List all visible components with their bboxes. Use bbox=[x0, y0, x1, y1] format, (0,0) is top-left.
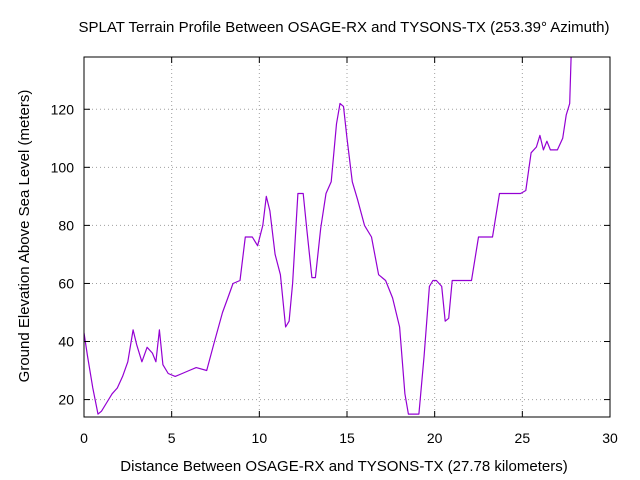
x-tick-label: 0 bbox=[80, 430, 88, 446]
x-axis-title: Distance Between OSAGE-RX and TYSONS-TX … bbox=[120, 458, 567, 475]
series-group bbox=[84, 57, 572, 415]
x-tick-label: 25 bbox=[515, 430, 531, 446]
terrain-profile-line bbox=[84, 57, 572, 415]
x-tick-label: 30 bbox=[602, 430, 618, 446]
y-tick-label: 100 bbox=[51, 159, 75, 175]
grid-lines bbox=[84, 57, 610, 417]
y-tick-label: 60 bbox=[58, 275, 74, 291]
y-tick-label: 20 bbox=[58, 392, 74, 408]
x-tick-label: 15 bbox=[339, 430, 355, 446]
y-tick-label: 120 bbox=[51, 101, 75, 117]
ticks-group bbox=[83, 57, 611, 417]
y-tick-label: 80 bbox=[58, 217, 74, 233]
y-tick-label: 40 bbox=[58, 334, 74, 350]
y-axis-title: Ground Elevation Above Sea Level (meters… bbox=[16, 90, 33, 383]
tick-labels-group: 0 5 10 15 20 25 30 20 40 60 80 100 120 bbox=[51, 101, 618, 446]
chart-title: SPLAT Terrain Profile Between OSAGE-RX a… bbox=[79, 19, 610, 36]
x-tick-label: 5 bbox=[168, 430, 176, 446]
x-tick-label: 10 bbox=[252, 430, 268, 446]
x-tick-label: 20 bbox=[427, 430, 443, 446]
